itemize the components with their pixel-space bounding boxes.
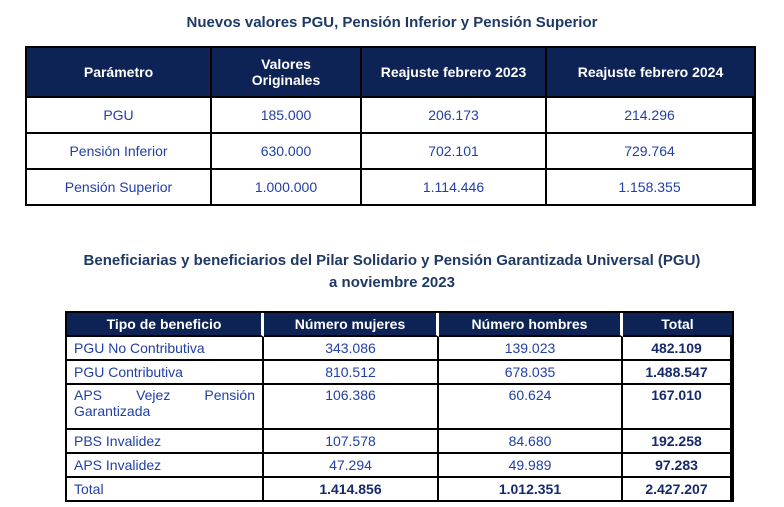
cell-tipo-beneficio: Total: [67, 477, 264, 500]
cell-hombres: 84.680: [439, 429, 623, 454]
cell-parametro: Pensión Inferior: [27, 133, 212, 170]
cell-reajuste-2023: 702.101: [362, 133, 547, 170]
beneficiaries-table: Tipo de beneficio Número mujeres Número …: [65, 310, 734, 502]
beneficiaries-table-header: Tipo de beneficio Número mujeres Número …: [67, 312, 732, 337]
cell-hombres: 139.023: [439, 336, 623, 361]
cell-tipo-beneficio: APS Invalidez: [67, 453, 264, 478]
column-header-reajuste-2024: Reajuste febrero 2024: [547, 47, 754, 98]
table-row-pgu: PGU 185.000 206.173 214.296: [27, 97, 754, 134]
cell-hombres: 60.624: [439, 384, 623, 430]
cell-reajuste-2024: 729.764: [547, 133, 754, 170]
cell-parametro: PGU: [27, 97, 212, 134]
column-header-reajuste-2023: Reajuste febrero 2023: [362, 47, 547, 98]
cell-valor-original: 630.000: [212, 133, 362, 170]
cell-total: 192.258: [623, 429, 732, 454]
column-header-numero-hombres: Número hombres: [439, 312, 623, 337]
cell-mujeres: 1.414.856: [264, 477, 439, 500]
column-header-parametro: Parámetro: [27, 47, 212, 98]
table-row-pension-superior: Pensión Superior 1.000.000 1.114.446 1.1…: [27, 169, 754, 204]
table-row-total: Total 1.414.856 1.012.351 2.427.207: [67, 477, 732, 500]
table-row-pgu-no-contributiva: PGU No Contributiva 343.086 139.023 482.…: [67, 336, 732, 361]
table-row-pgu-contributiva: PGU Contributiva 810.512 678.035 1.488.5…: [67, 360, 732, 385]
cell-reajuste-2024: 214.296: [547, 97, 754, 134]
beneficiaries-table-body: PGU No Contributiva 343.086 139.023 482.…: [67, 336, 732, 500]
cell-tipo-beneficio: PGU No Contributiva: [67, 336, 264, 361]
pgu-values-table-body: PGU 185.000 206.173 214.296 Pensión Infe…: [27, 97, 754, 204]
table-row-pbs-invalidez: PBS Invalidez 107.578 84.680 192.258: [67, 429, 732, 454]
cell-total: 2.427.207: [623, 477, 732, 500]
table2-title-line2: a noviembre 2023: [329, 274, 455, 291]
table2-title: Beneficiarias y beneficiarios del Pilar …: [0, 250, 784, 295]
table2-title-line1: Beneficiarias y beneficiarios del Pilar …: [83, 251, 701, 269]
pgu-values-table: Parámetro Valores Originales Reajuste fe…: [25, 45, 756, 206]
table-row-pension-inferior: Pensión Inferior 630.000 702.101 729.764: [27, 133, 754, 170]
header-row: Tipo de beneficio Número mujeres Número …: [67, 312, 732, 337]
pgu-values-table-header: Parámetro Valores Originales Reajuste fe…: [27, 47, 754, 98]
cell-mujeres: 810.512: [264, 360, 439, 385]
cell-total: 97.283: [623, 453, 732, 478]
cell-valor-original: 185.000: [212, 97, 362, 134]
cell-total: 167.010: [623, 384, 732, 430]
cell-total: 482.109: [623, 336, 732, 361]
cell-tipo-beneficio: PGU Contributiva: [67, 360, 264, 385]
cell-reajuste-2023: 206.173: [362, 97, 547, 134]
cell-hombres: 1.012.351: [439, 477, 623, 500]
table-row-aps-vejez: APS Vejez Pensión Garantizada 106.386 60…: [67, 384, 732, 430]
column-header-numero-mujeres: Número mujeres: [264, 312, 439, 337]
cell-tipo-beneficio: APS Vejez Pensión Garantizada: [67, 384, 264, 430]
cell-parametro: Pensión Superior: [27, 169, 212, 204]
cell-hombres: 49.989: [439, 453, 623, 478]
cell-total: 1.488.547: [623, 360, 732, 385]
column-header-total: Total: [623, 312, 732, 337]
table-row-aps-invalidez: APS Invalidez 47.294 49.989 97.283: [67, 453, 732, 478]
cell-mujeres: 107.578: [264, 429, 439, 454]
header-row: Parámetro Valores Originales Reajuste fe…: [27, 47, 754, 98]
column-header-valores-originales: Valores Originales: [212, 47, 362, 98]
cell-reajuste-2023: 1.114.446: [362, 169, 547, 204]
cell-mujeres: 47.294: [264, 453, 439, 478]
cell-tipo-beneficio: PBS Invalidez: [67, 429, 264, 454]
cell-valor-original: 1.000.000: [212, 169, 362, 204]
cell-hombres: 678.035: [439, 360, 623, 385]
cell-reajuste-2024: 1.158.355: [547, 169, 754, 204]
table1-title: Nuevos valores PGU, Pensión Inferior y P…: [186, 14, 598, 31]
column-header-tipo-beneficio: Tipo de beneficio: [67, 312, 264, 337]
cell-mujeres: 106.386: [264, 384, 439, 430]
cell-mujeres: 343.086: [264, 336, 439, 361]
